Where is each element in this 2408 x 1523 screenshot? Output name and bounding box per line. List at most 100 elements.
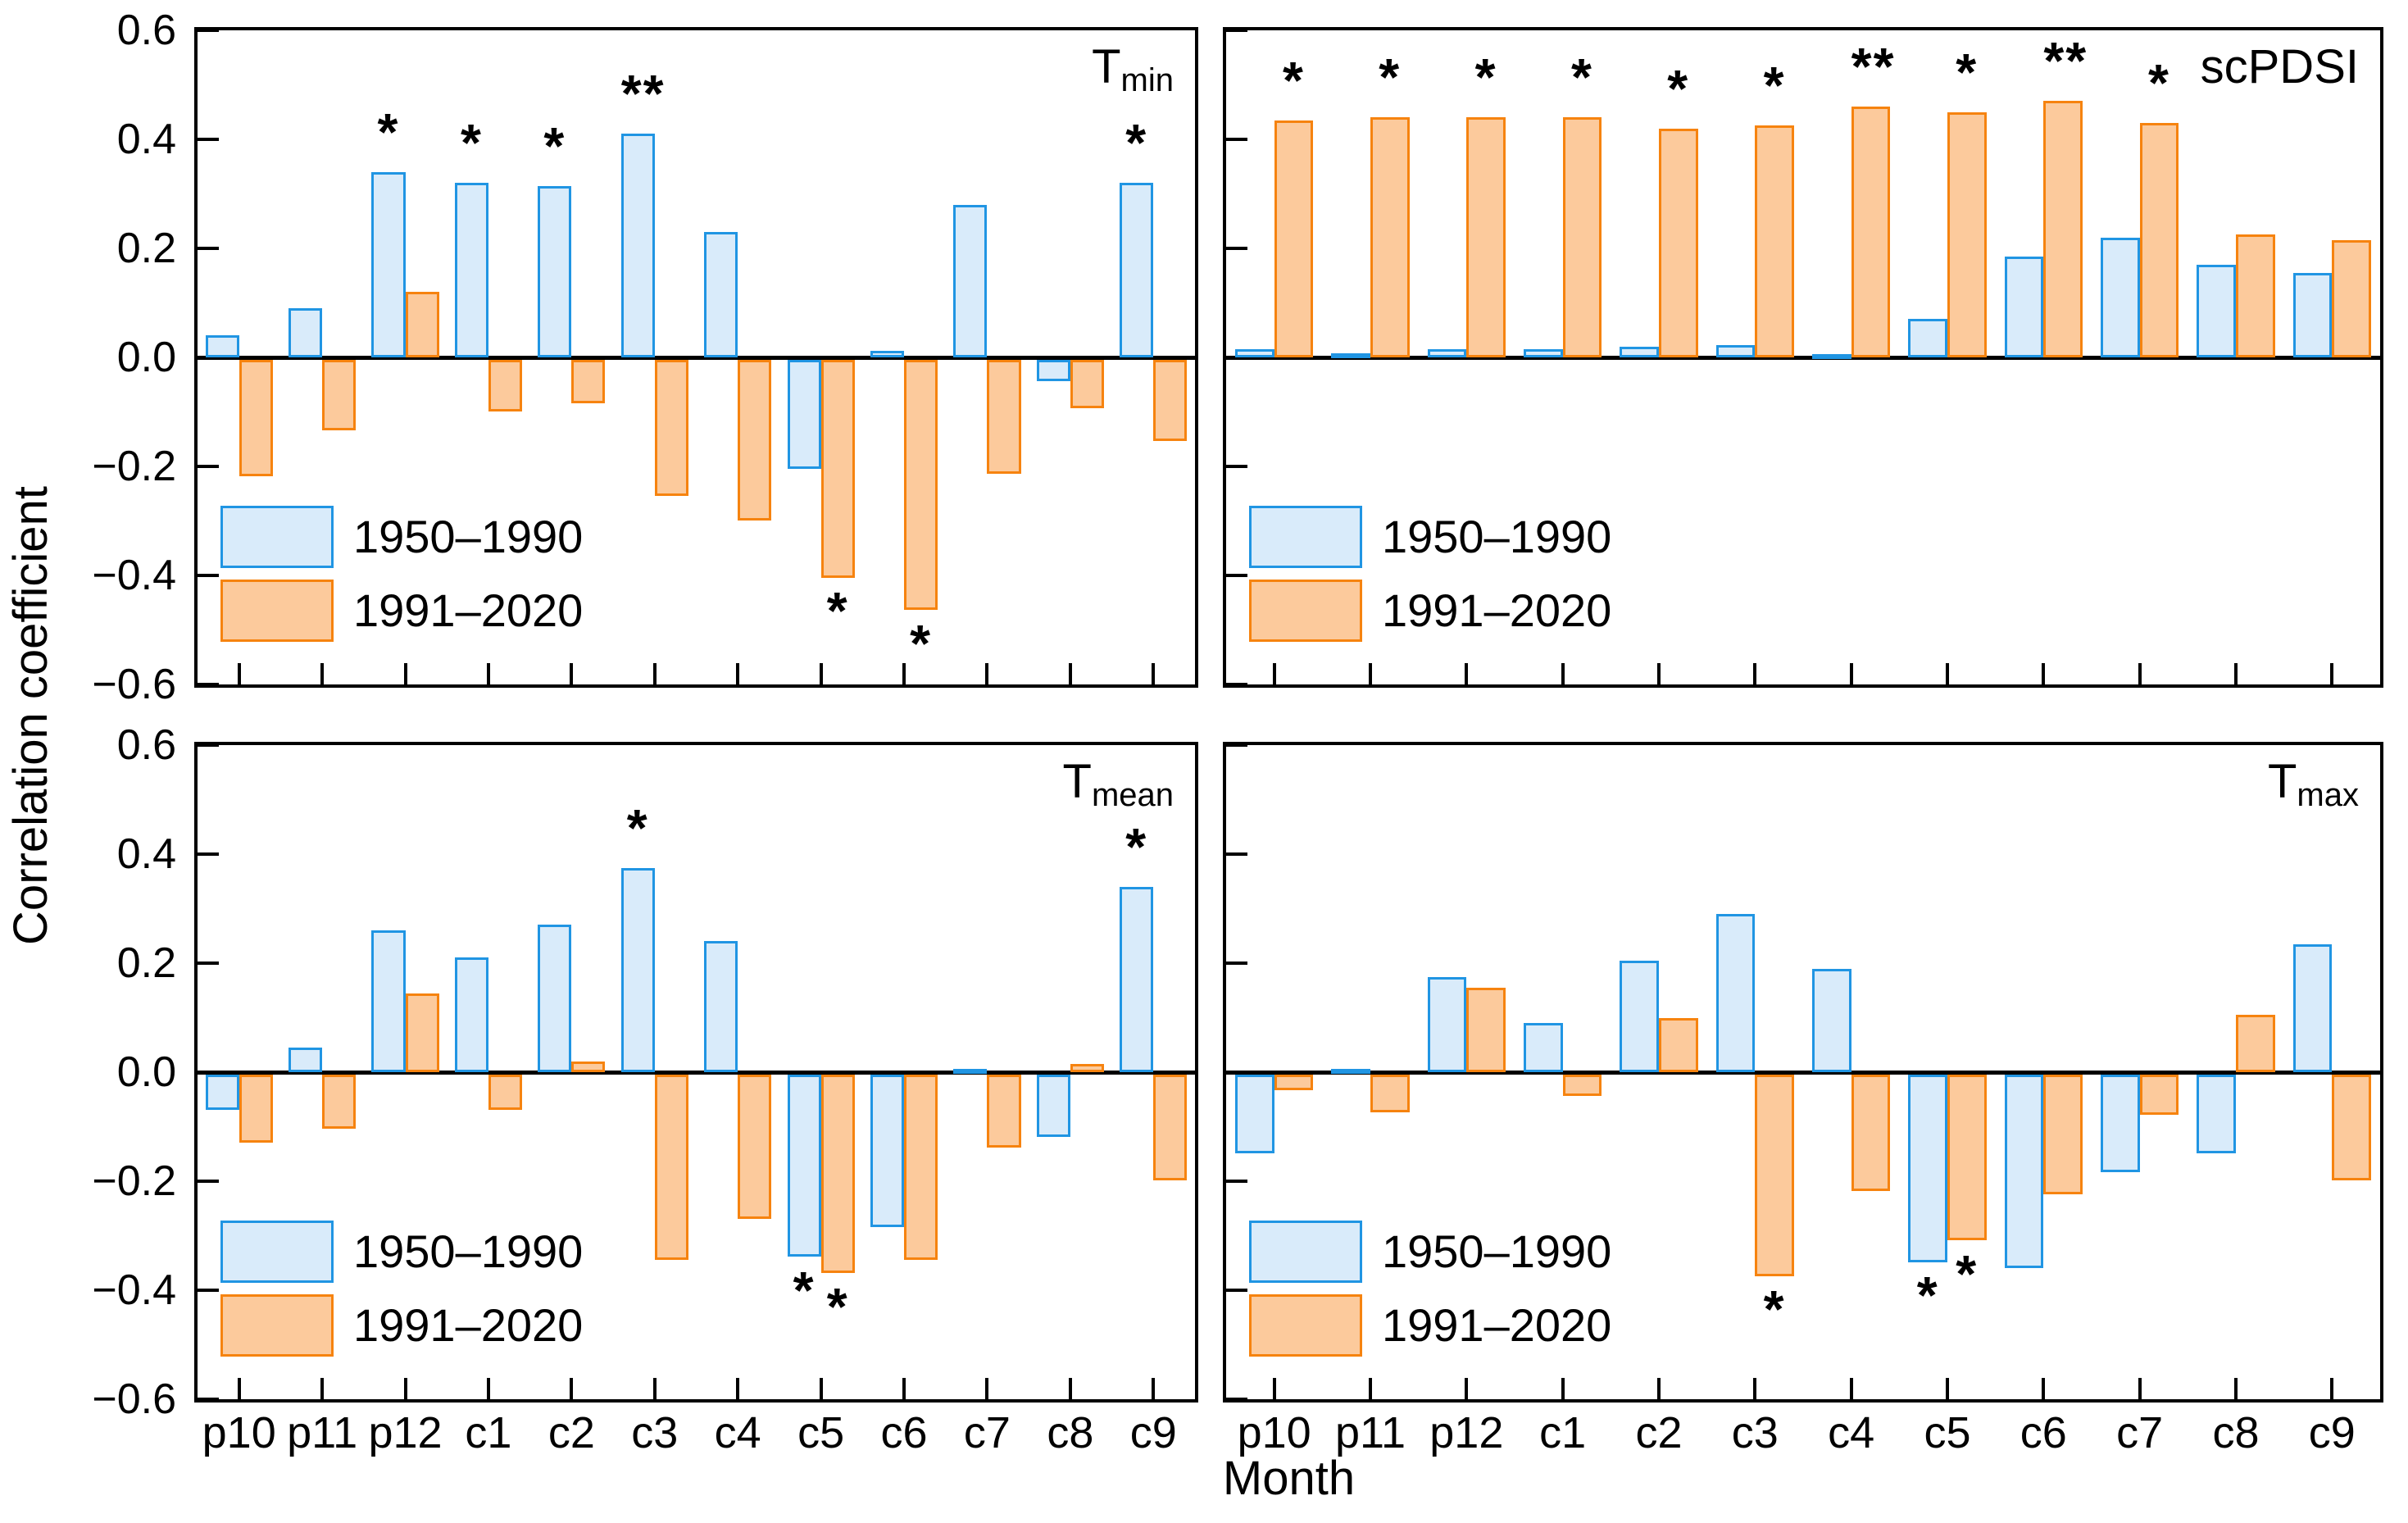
legend-swatch-period2	[1249, 580, 1362, 642]
y-tick	[198, 743, 219, 747]
bar-period2-p10	[1274, 1074, 1314, 1091]
y-tick-label: 0.0	[116, 1048, 176, 1096]
x-tick	[1152, 663, 1156, 684]
x-tick	[1272, 1378, 1276, 1399]
x-tick-label: c8	[2212, 1408, 2260, 1457]
bar-period1-c9	[1120, 183, 1154, 357]
legend-swatch-period1	[1249, 506, 1362, 568]
x-tick	[1849, 663, 1853, 684]
bar-period2-c2	[571, 359, 606, 403]
bar-period1-c6	[2004, 1074, 2044, 1268]
y-tick-label: 0.6	[116, 7, 176, 54]
legend-swatch-period1	[1249, 1221, 1362, 1283]
x-tick	[652, 1378, 657, 1399]
x-tick	[320, 1378, 325, 1399]
x-tick	[1068, 1378, 1072, 1399]
bar-period1-c3	[1715, 345, 1756, 357]
legend-item: 1991–2020	[1249, 1294, 1611, 1357]
legend-label: 1991–2020	[1382, 584, 1612, 636]
significance-marker: *	[1763, 56, 1786, 116]
x-tick	[2330, 1378, 2334, 1399]
bar-period1-c7	[2101, 1074, 2140, 1173]
y-tick	[198, 1289, 219, 1292]
legend-swatch-period2	[220, 580, 334, 642]
x-tick	[1753, 1378, 1757, 1399]
x-tick	[486, 1378, 490, 1399]
panel-tmin: 0.6 0.4 0.2 0.0 −0.2 −0.4 −0.6 * * * ** * * * Tmin 1950…	[92, 9, 1198, 706]
x-tick	[1946, 663, 1949, 684]
bar-period1-p11	[1331, 352, 1370, 358]
bar-period1-p12	[371, 171, 406, 357]
y-tick-label: −0.4	[92, 552, 176, 599]
x-tick	[1369, 1378, 1372, 1399]
bar-period2-c5	[820, 359, 855, 578]
x-tick	[1272, 663, 1276, 684]
bar-period2-p11	[322, 1074, 357, 1129]
zero-axis-line	[1226, 1070, 2380, 1075]
x-tick	[819, 1378, 823, 1399]
significance-marker: *	[1916, 1266, 1939, 1325]
x-tick	[1561, 1378, 1565, 1399]
x-tick-label: p11	[1334, 1408, 1406, 1457]
x-tick-label: c9	[2308, 1408, 2356, 1457]
x-tick-label: c1	[1539, 1408, 1587, 1457]
bar-period1-c4	[1812, 968, 1851, 1072]
bar-period2-c1	[1562, 1074, 1602, 1097]
panel-title-main: T	[2267, 755, 2297, 808]
y-tick	[198, 574, 219, 577]
x-tick	[985, 1378, 989, 1399]
x-tick	[2042, 663, 2046, 684]
x-tick	[2234, 663, 2238, 684]
legend-swatch-period2	[1249, 1294, 1362, 1357]
significance-marker: *	[826, 581, 849, 640]
y-tick-label: 0.4	[116, 830, 176, 878]
y-tick	[1226, 138, 1247, 141]
bar-period1-p10	[205, 1074, 239, 1110]
x-tick-label: c4	[714, 1408, 761, 1457]
bar-period2-c9	[1153, 1074, 1188, 1181]
y-tick-label: −0.4	[92, 1266, 176, 1314]
significance-marker: *	[1379, 48, 1402, 107]
legend-label: 1991–2020	[353, 584, 584, 636]
legend-label: 1991–2020	[1382, 1299, 1612, 1351]
bar-period2-c8	[1070, 359, 1104, 409]
significance-marker: **	[2043, 31, 2088, 91]
significance-marker: *	[2147, 53, 2170, 113]
panel-title-subscript: mean	[1091, 777, 1174, 813]
x-tick	[1946, 1378, 1949, 1399]
bar-period2-c9	[1153, 359, 1188, 442]
bar-period1-c1	[454, 183, 488, 357]
bar-period2-c8	[1070, 1064, 1104, 1072]
x-tick	[1849, 1378, 1853, 1399]
significance-marker: *	[793, 1260, 816, 1320]
bar-period2-c5	[1947, 111, 1987, 357]
x-tick	[1465, 663, 1469, 684]
bar-period1-p12	[1427, 349, 1467, 357]
x-tick	[1657, 663, 1661, 684]
bar-period1-c3	[620, 867, 655, 1072]
bar-period1-c4	[1812, 354, 1851, 359]
x-tick-label: p10	[1237, 1408, 1311, 1457]
panel-scpdsi: * * * * * * ** * ** * scPDSI 1950–1990 1991–2020	[1223, 27, 2383, 688]
x-tick	[819, 663, 823, 684]
y-tick-label: 0.0	[116, 334, 176, 381]
x-tick-label: c2	[1635, 1408, 1683, 1457]
bar-period2-c6	[904, 359, 938, 611]
bar-period1-c5	[787, 359, 821, 469]
bar-period2-c3	[1755, 1074, 1794, 1276]
bar-period1-c9	[2292, 272, 2333, 357]
x-tick	[1753, 663, 1757, 684]
y-tick	[1226, 465, 1247, 468]
y-tick	[198, 247, 219, 250]
panel-title-scpdsi: scPDSI	[2201, 43, 2359, 91]
bar-period1-p12	[1427, 976, 1467, 1072]
y-tick-label: 0.4	[116, 116, 176, 163]
legend: 1950–1990 1991–2020	[1249, 494, 1611, 642]
x-tick-label: c7	[963, 1408, 1011, 1457]
y-tick	[1226, 962, 1247, 965]
significance-marker: *	[1474, 48, 1497, 107]
x-tick	[652, 663, 657, 684]
x-tick	[2042, 1378, 2046, 1399]
bar-period1-c9	[2292, 943, 2333, 1072]
